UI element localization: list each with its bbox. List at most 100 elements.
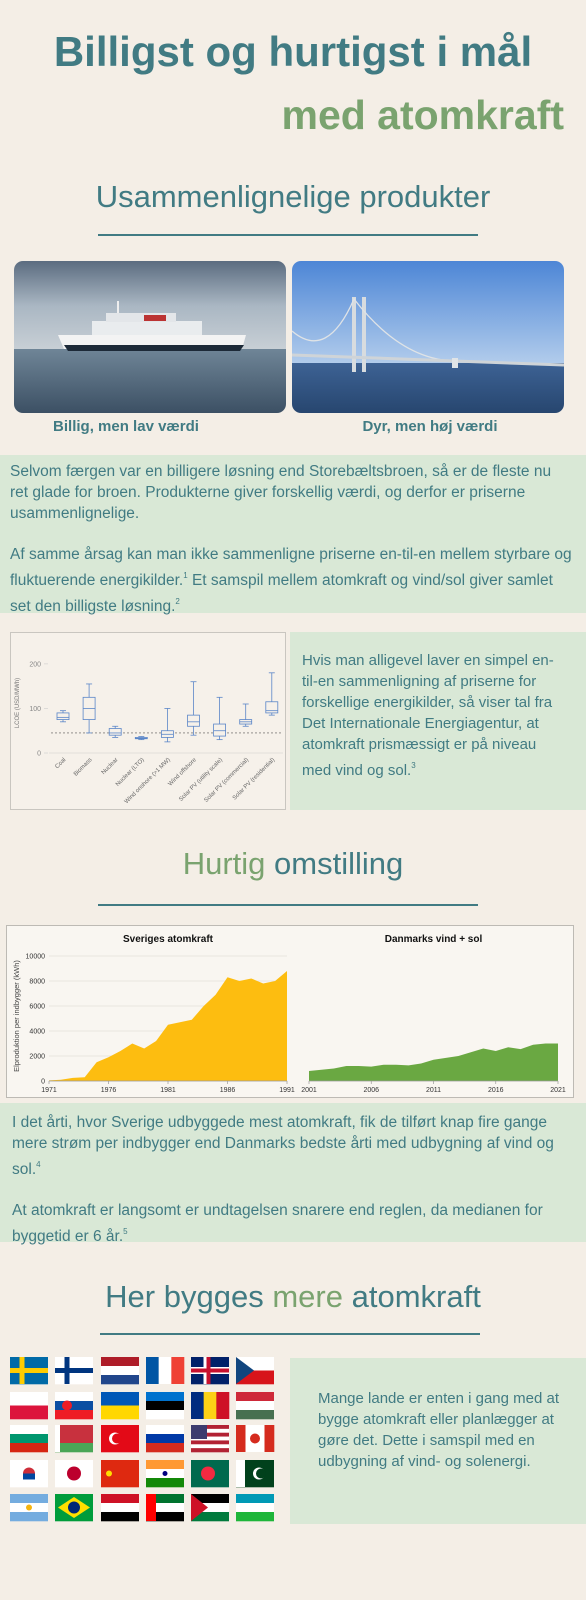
x-tick-label: Nuclear — [101, 757, 120, 776]
flag-part — [236, 1401, 274, 1411]
flag-part — [191, 1432, 229, 1437]
flag-part — [264, 1425, 275, 1452]
footnote-ref: 4 — [36, 1160, 41, 1169]
flag-part — [236, 1460, 245, 1487]
box — [187, 714, 200, 727]
heading-accent: mere — [272, 1279, 343, 1314]
x-tick-label: Wind onshore (>1 MW) — [124, 757, 172, 805]
footnote-ref: 5 — [123, 1227, 128, 1236]
flag-part — [191, 1368, 229, 1373]
flag-part — [191, 1448, 229, 1453]
side-panel: Mange lande er enten i gang med at bygge… — [290, 1358, 586, 1524]
flag-part — [158, 1357, 172, 1384]
heading-text: omstilling — [274, 846, 404, 881]
x-tick-label: 1986 — [220, 1087, 236, 1094]
flag-part — [146, 1357, 159, 1384]
flag-part — [191, 1428, 229, 1434]
flag-part — [191, 1494, 229, 1504]
flag-part — [101, 1392, 139, 1406]
flag — [55, 1392, 93, 1420]
flag — [146, 1357, 185, 1384]
y-tick-label: 2000 — [29, 1054, 45, 1061]
footnote-ref: 3 — [411, 761, 416, 770]
flag — [55, 1460, 93, 1488]
flag-part — [191, 1392, 204, 1419]
flag-part — [101, 1494, 139, 1504]
flag-part — [146, 1425, 184, 1435]
flag-part — [146, 1443, 184, 1453]
title-line1: Billigst og hurtigst i mål — [53, 28, 533, 75]
flag-part — [236, 1357, 254, 1384]
flag-part — [236, 1494, 274, 1504]
paragraph-text: Mange lande er enten i gang med at bygge… — [318, 1390, 560, 1470]
paragraph-text: At atomkraft er langsomt er undtagelsen … — [12, 1202, 543, 1245]
flag — [146, 1392, 184, 1420]
x-tick-label: Solar PV (commercial) — [203, 757, 250, 804]
flag-part — [191, 1512, 229, 1522]
flag-part — [191, 1436, 229, 1441]
divider — [100, 1333, 480, 1335]
flag — [146, 1425, 184, 1453]
paragraph: Hvis man alligevel laver en simpel en-ti… — [302, 650, 568, 781]
flag-part — [146, 1410, 184, 1420]
paragraph: Selvom færgen var en billigere løsning e… — [10, 461, 572, 524]
y-tick-label: 4000 — [29, 1029, 45, 1036]
flag-part — [236, 1512, 274, 1522]
flag-part — [55, 1410, 93, 1420]
x-tick-label: 2001 — [301, 1087, 317, 1094]
flag-part — [10, 1512, 48, 1522]
heading-text: Her bygges — [105, 1279, 264, 1314]
flag — [191, 1425, 229, 1453]
flag-part — [10, 1405, 48, 1420]
flag-part — [101, 1512, 139, 1522]
paragraph-text: Selvom færgen var en billigere løsning e… — [10, 463, 552, 522]
flag-part — [146, 1460, 184, 1470]
x-tick-label: Solar PV (utility scale) — [178, 757, 224, 803]
flag-part — [146, 1494, 156, 1521]
flag-part — [26, 1504, 32, 1511]
section-heading: Usammenlignelige produkter — [95, 179, 491, 214]
heading-accent: Hurtig — [182, 846, 266, 881]
ferry-photo — [14, 261, 286, 413]
x-tick-label: Biomass — [73, 757, 94, 778]
flag — [101, 1494, 139, 1522]
y-tick-label: 6000 — [29, 1004, 45, 1011]
flag — [55, 1494, 93, 1522]
flag-part — [10, 1392, 48, 1406]
flag — [191, 1357, 229, 1385]
flag-part — [146, 1434, 184, 1444]
flag-part — [101, 1357, 139, 1367]
flag-part — [101, 1405, 139, 1420]
chart-panel: LCOE (USD/MWh) 0 100 200 Coal Biomass Nuclear N… — [10, 632, 286, 810]
x-tick-label: 2006 — [363, 1087, 379, 1094]
flag-part — [146, 1494, 184, 1504]
y-tick-label: 100 — [29, 706, 41, 713]
flag-grid — [10, 1357, 275, 1522]
flag-part — [236, 1425, 246, 1452]
flag — [10, 1460, 48, 1488]
flag-part — [191, 1425, 207, 1439]
y-axis-label: Elproduktion per indbygger (kWh) — [12, 960, 21, 1072]
flag-part — [236, 1392, 274, 1402]
divider — [98, 904, 478, 906]
flag-part — [112, 1433, 122, 1444]
bridge-photo — [292, 261, 564, 413]
flag-part — [191, 1425, 229, 1430]
x-tick-label: 1981 — [160, 1087, 176, 1094]
flag-part — [55, 1443, 93, 1453]
flag-part — [146, 1392, 184, 1402]
flag-part — [146, 1401, 184, 1411]
text-band: I det årti, hvor Sverige udbyggede mest … — [0, 1103, 586, 1245]
flag-part — [191, 1503, 229, 1513]
section-heading: Hurtig omstilling — [0, 846, 586, 882]
x-tick-label: 2021 — [550, 1087, 566, 1094]
box — [56, 712, 70, 720]
flag-part — [101, 1503, 139, 1513]
y-tick-label: 8000 — [29, 979, 45, 986]
paragraph: I det årti, hvor Sverige udbyggede mest … — [12, 1112, 572, 1180]
y-tick-label: 0 — [37, 751, 41, 758]
flag-part — [67, 1466, 81, 1481]
flag-part — [191, 1444, 229, 1449]
flag — [236, 1460, 274, 1488]
flag-part — [23, 1473, 35, 1480]
